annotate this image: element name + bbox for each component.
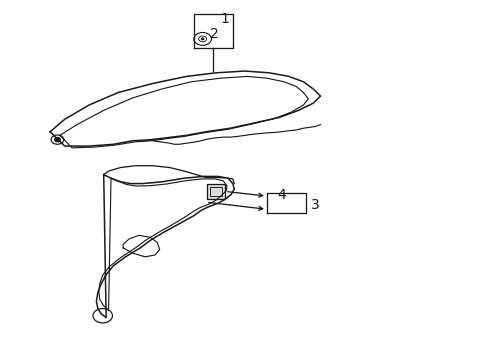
Circle shape <box>201 38 204 40</box>
Text: 2: 2 <box>210 27 219 41</box>
Text: 1: 1 <box>220 12 229 26</box>
Bar <box>210 187 221 196</box>
Circle shape <box>54 138 60 142</box>
Text: 3: 3 <box>311 198 319 212</box>
Text: 4: 4 <box>277 188 286 202</box>
FancyBboxPatch shape <box>206 184 225 199</box>
